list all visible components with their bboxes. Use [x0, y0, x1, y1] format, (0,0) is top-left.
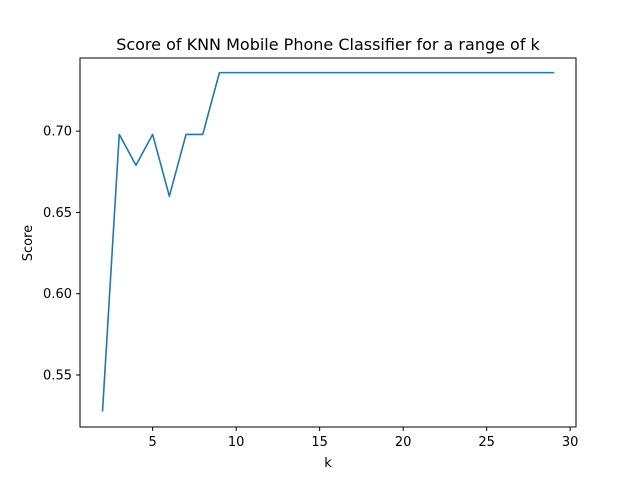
x-axis: 5 10 15 20 25 30 — [149, 427, 579, 450]
y-axis: 0.55 0.60 0.65 0.70 — [43, 125, 80, 383]
y-axis-label: Score — [21, 225, 36, 261]
y-tick-label: 0.70 — [43, 125, 72, 140]
y-tick-label: 0.55 — [43, 368, 72, 383]
series-line — [101, 71, 555, 412]
plot-area — [101, 71, 555, 412]
x-tick-label: 25 — [478, 435, 495, 450]
axes-frame — [79, 57, 577, 428]
y-tick-label: 0.65 — [43, 206, 72, 221]
x-tick-label: 10 — [228, 435, 245, 450]
x-tick-label: 5 — [149, 435, 157, 450]
y-tick-label: 0.60 — [43, 287, 72, 302]
x-axis-label: k — [324, 456, 332, 471]
x-tick-label: 20 — [395, 435, 412, 450]
x-tick-label: 15 — [311, 435, 328, 450]
chart-title: Score of KNN Mobile Phone Classifier for… — [116, 35, 540, 54]
x-tick-label: 30 — [562, 435, 579, 450]
